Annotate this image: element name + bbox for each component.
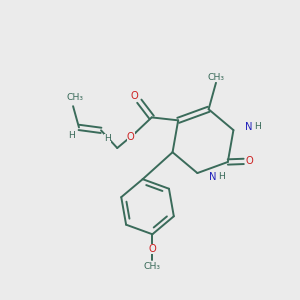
Text: CH₃: CH₃ bbox=[144, 262, 161, 271]
Text: O: O bbox=[127, 132, 135, 142]
Text: O: O bbox=[130, 92, 138, 101]
Text: O: O bbox=[245, 156, 253, 167]
Text: H: H bbox=[254, 122, 261, 131]
Text: N: N bbox=[208, 172, 216, 182]
Text: H: H bbox=[104, 134, 111, 143]
Text: CH₃: CH₃ bbox=[67, 94, 84, 103]
Text: CH₃: CH₃ bbox=[208, 73, 224, 82]
Text: H: H bbox=[218, 172, 225, 181]
Text: N: N bbox=[244, 122, 252, 132]
Text: O: O bbox=[148, 244, 156, 254]
Text: H: H bbox=[68, 130, 75, 140]
